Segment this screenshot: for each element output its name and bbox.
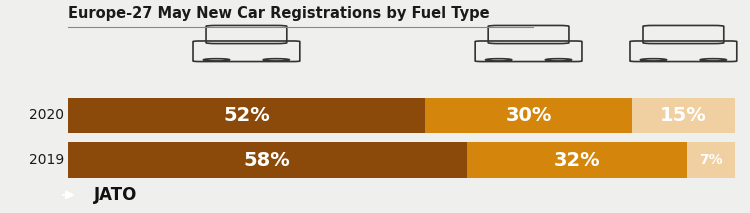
Bar: [68, 142, 466, 178]
Text: 32%: 32%: [554, 151, 600, 170]
Bar: [68, 98, 425, 133]
Bar: [687, 142, 735, 178]
Bar: [632, 98, 735, 133]
Text: 58%: 58%: [244, 151, 290, 170]
Bar: [466, 142, 687, 178]
Text: 52%: 52%: [223, 106, 270, 125]
Bar: [425, 98, 632, 133]
Text: JATO: JATO: [94, 186, 137, 204]
Text: 15%: 15%: [660, 106, 706, 125]
Text: 2019: 2019: [29, 153, 64, 167]
Text: 2020: 2020: [29, 108, 64, 122]
Text: Europe-27 May New Car Registrations by Fuel Type: Europe-27 May New Car Registrations by F…: [68, 6, 489, 21]
Text: 30%: 30%: [506, 106, 552, 125]
Text: 7%: 7%: [699, 153, 723, 167]
